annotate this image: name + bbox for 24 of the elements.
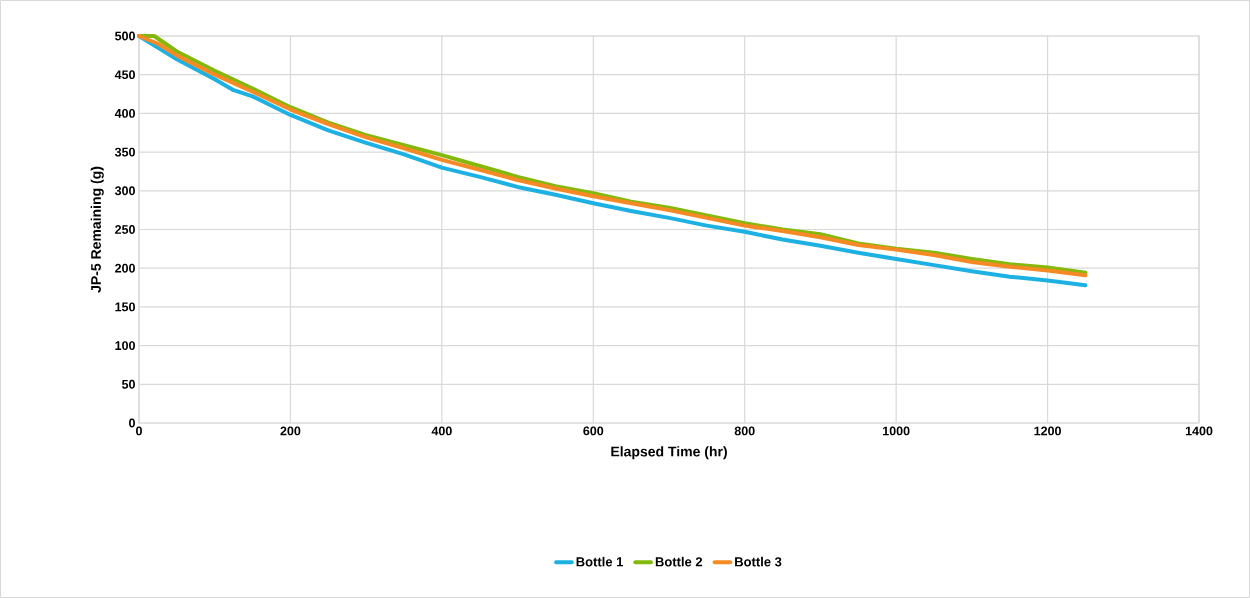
y-tick-label: 150 [115,302,135,312]
x-tick-label: 0 [136,426,142,436]
x-tick-label: 600 [583,426,604,436]
y-tick-label: 250 [115,225,135,234]
legend-label: Bottle 1 [576,556,624,567]
y-tick-label: 350 [114,147,135,157]
y-tick-label: 100 [115,341,135,351]
y-tick-label: 500 [115,31,135,41]
legend-label: Bottle 3 [735,556,782,567]
x-tick-label: 400 [431,426,452,436]
x-tick-label: 1200 [1034,426,1061,436]
y-tick-label: 0 [129,418,135,428]
y-tick-label: 300 [114,186,135,196]
x-tick-label: 1400 [1185,426,1213,436]
y-tick-label: 200 [115,263,135,273]
legend-label: Bottle 2 [655,556,703,567]
y-axis-title: JP-5 Remaining (g) [90,166,104,293]
x-tick-label: 200 [280,426,301,436]
x-axis-title: Elapsed Time (hr) [611,446,727,460]
y-tick-label: 400 [114,108,135,118]
y-tick-label: 50 [121,379,135,389]
y-tick-label: 450 [114,70,135,80]
x-tick-label: 1000 [883,426,910,436]
x-tick-label: 800 [734,426,755,436]
